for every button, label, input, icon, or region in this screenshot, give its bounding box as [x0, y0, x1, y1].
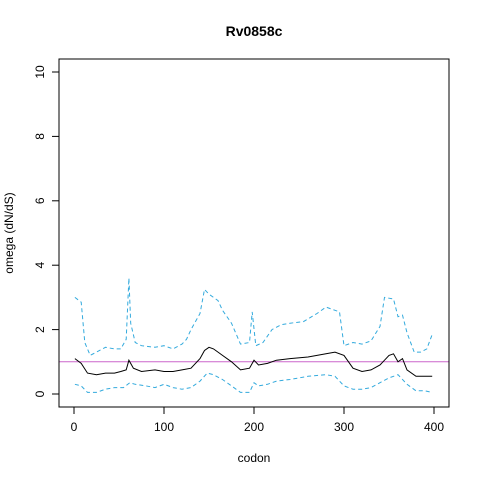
chart-title: Rv0858c: [226, 23, 283, 39]
series-line-lower: [74, 372, 433, 393]
series-line-upper: [74, 278, 433, 357]
y-tick-label: 8: [33, 133, 47, 140]
x-axis: 0 100 200 300 400: [71, 406, 444, 434]
y-axis-label: omega (dN/dS): [2, 192, 16, 273]
y-tick-label: 0: [33, 390, 47, 397]
series-line-estimate: [74, 346, 433, 377]
y-tick-label: 4: [33, 262, 47, 269]
x-axis-label: codon: [238, 451, 271, 465]
y-tick-label: 2: [33, 326, 47, 333]
x-tick-label: 100: [154, 420, 174, 434]
y-tick-label: 6: [33, 197, 47, 204]
x-tick-label: 0: [71, 420, 78, 434]
series-layer: [74, 278, 433, 393]
x-tick-label: 300: [334, 420, 354, 434]
y-axis: 0 2 4 6 8 10: [33, 65, 60, 397]
x-tick-label: 400: [424, 420, 444, 434]
x-tick-label: 200: [244, 420, 264, 434]
y-tick-label: 10: [33, 65, 47, 79]
